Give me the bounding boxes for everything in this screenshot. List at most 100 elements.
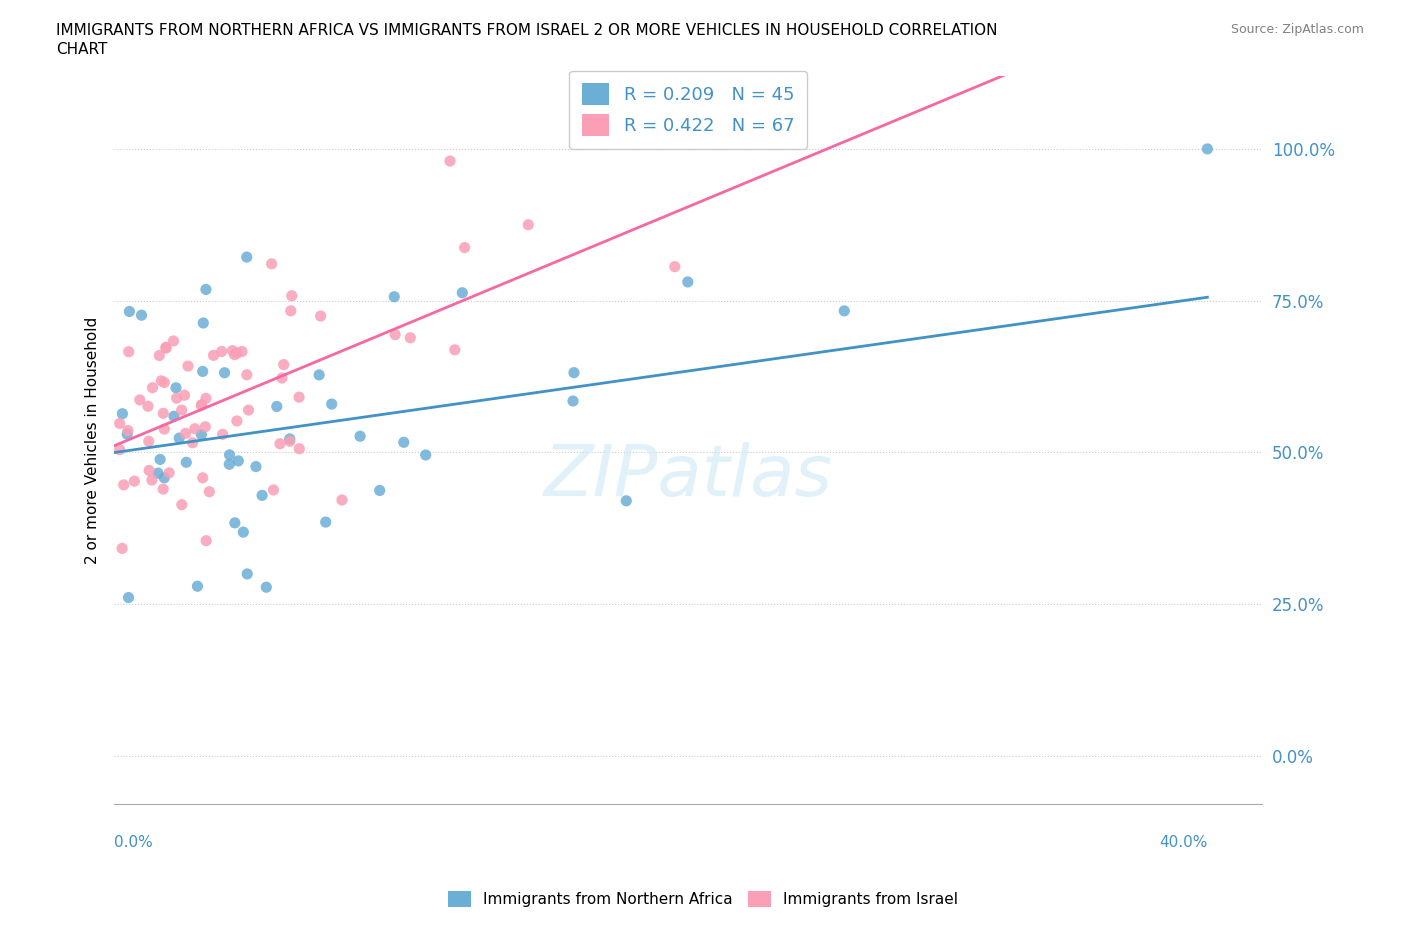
- Point: [415, 447, 437, 462]
- Point: [226, 346, 249, 361]
- Point: [184, 421, 207, 436]
- Point: [190, 398, 212, 413]
- Point: [118, 304, 141, 319]
- Point: [224, 347, 246, 362]
- Point: [236, 566, 259, 581]
- Point: [280, 303, 302, 318]
- Point: [451, 286, 474, 300]
- Point: [676, 274, 699, 289]
- Point: [131, 308, 153, 323]
- Point: [271, 371, 294, 386]
- Point: [218, 457, 240, 472]
- Point: [191, 364, 214, 379]
- Point: [288, 441, 311, 456]
- Point: [198, 485, 221, 499]
- Point: [152, 482, 174, 497]
- Point: [238, 403, 260, 418]
- Point: [163, 409, 186, 424]
- Point: [148, 348, 170, 363]
- Point: [118, 344, 141, 359]
- Y-axis label: 2 or more Vehicles in Household: 2 or more Vehicles in Household: [86, 316, 100, 564]
- Point: [443, 342, 465, 357]
- Text: 0.0%: 0.0%: [114, 835, 153, 850]
- Point: [174, 455, 197, 470]
- Point: [439, 153, 461, 168]
- Point: [190, 427, 212, 442]
- Point: [117, 591, 139, 605]
- Point: [181, 435, 204, 450]
- Point: [141, 472, 163, 487]
- Point: [136, 399, 159, 414]
- Point: [224, 515, 246, 530]
- Point: [211, 344, 233, 359]
- Point: [392, 435, 415, 450]
- Legend: R = 0.209   N = 45, R = 0.422   N = 67: R = 0.209 N = 45, R = 0.422 N = 67: [569, 71, 807, 149]
- Point: [153, 375, 176, 390]
- Point: [214, 365, 236, 380]
- Point: [228, 454, 250, 469]
- Point: [165, 380, 187, 395]
- Point: [112, 477, 135, 492]
- Text: ZIPatlas: ZIPatlas: [544, 442, 832, 512]
- Point: [453, 240, 475, 255]
- Point: [368, 483, 391, 498]
- Point: [266, 399, 288, 414]
- Point: [150, 374, 173, 389]
- Point: [195, 533, 218, 548]
- Point: [149, 452, 172, 467]
- Point: [517, 218, 540, 232]
- Point: [174, 426, 197, 441]
- Point: [236, 367, 259, 382]
- Point: [221, 343, 243, 358]
- Point: [384, 327, 406, 342]
- Point: [218, 447, 240, 462]
- Point: [232, 525, 254, 539]
- Text: Source: ZipAtlas.com: Source: ZipAtlas.com: [1230, 23, 1364, 36]
- Point: [186, 578, 208, 593]
- Point: [382, 289, 405, 304]
- Point: [155, 340, 177, 355]
- Point: [170, 403, 193, 418]
- Point: [231, 344, 253, 359]
- Point: [281, 288, 304, 303]
- Point: [832, 303, 855, 318]
- Text: 40.0%: 40.0%: [1159, 835, 1208, 850]
- Point: [235, 249, 257, 264]
- Point: [225, 414, 247, 429]
- Point: [254, 579, 277, 594]
- Point: [152, 405, 174, 420]
- Point: [162, 334, 184, 349]
- Text: IMMIGRANTS FROM NORTHERN AFRICA VS IMMIGRANTS FROM ISRAEL 2 OR MORE VEHICLES IN : IMMIGRANTS FROM NORTHERN AFRICA VS IMMIG…: [56, 23, 998, 38]
- Point: [191, 471, 214, 485]
- Point: [138, 433, 160, 448]
- Point: [153, 471, 176, 485]
- Point: [170, 498, 193, 512]
- Point: [115, 427, 138, 442]
- Point: [128, 392, 150, 407]
- Point: [1197, 141, 1219, 156]
- Point: [211, 427, 233, 442]
- Point: [173, 388, 195, 403]
- Text: CHART: CHART: [56, 42, 108, 57]
- Point: [166, 391, 188, 405]
- Point: [155, 339, 177, 354]
- Point: [349, 429, 371, 444]
- Point: [321, 396, 343, 411]
- Point: [193, 315, 215, 330]
- Point: [177, 359, 200, 374]
- Point: [194, 419, 217, 434]
- Point: [141, 380, 163, 395]
- Point: [309, 309, 332, 324]
- Point: [273, 357, 295, 372]
- Point: [167, 431, 190, 445]
- Point: [117, 423, 139, 438]
- Point: [111, 406, 134, 421]
- Point: [269, 436, 291, 451]
- Point: [288, 390, 311, 405]
- Point: [614, 493, 637, 508]
- Point: [157, 465, 180, 480]
- Point: [278, 433, 301, 448]
- Point: [315, 514, 337, 529]
- Point: [194, 282, 217, 297]
- Point: [194, 391, 217, 405]
